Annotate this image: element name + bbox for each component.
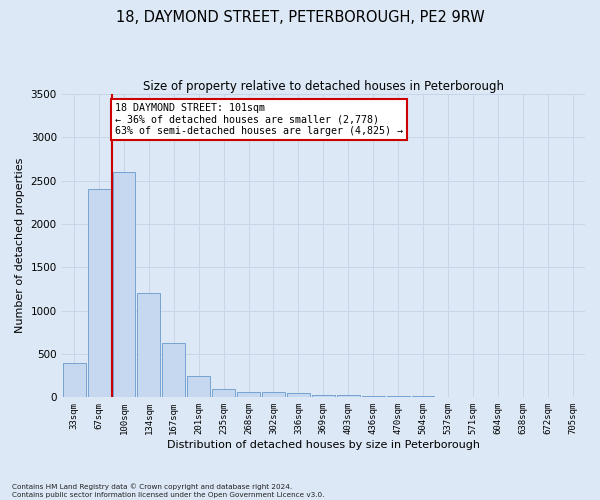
X-axis label: Distribution of detached houses by size in Peterborough: Distribution of detached houses by size … — [167, 440, 480, 450]
Y-axis label: Number of detached properties: Number of detached properties — [15, 158, 25, 334]
Bar — [113, 172, 136, 398]
Bar — [262, 392, 285, 398]
Bar — [386, 396, 410, 398]
Bar — [163, 343, 185, 398]
Bar — [212, 388, 235, 398]
Bar — [312, 394, 335, 398]
Bar — [62, 362, 86, 398]
Text: 18 DAYMOND STREET: 101sqm
← 36% of detached houses are smaller (2,778)
63% of se: 18 DAYMOND STREET: 101sqm ← 36% of detac… — [115, 103, 403, 136]
Bar — [337, 394, 360, 398]
Bar — [287, 393, 310, 398]
Bar — [88, 190, 110, 398]
Title: Size of property relative to detached houses in Peterborough: Size of property relative to detached ho… — [143, 80, 504, 93]
Bar — [362, 396, 385, 398]
Bar — [237, 392, 260, 398]
Bar — [187, 376, 210, 398]
Text: 18, DAYMOND STREET, PETERBOROUGH, PE2 9RW: 18, DAYMOND STREET, PETERBOROUGH, PE2 9R… — [116, 10, 484, 25]
Bar — [412, 396, 434, 398]
Bar — [137, 294, 160, 398]
Text: Contains HM Land Registry data © Crown copyright and database right 2024.
Contai: Contains HM Land Registry data © Crown c… — [12, 484, 325, 498]
